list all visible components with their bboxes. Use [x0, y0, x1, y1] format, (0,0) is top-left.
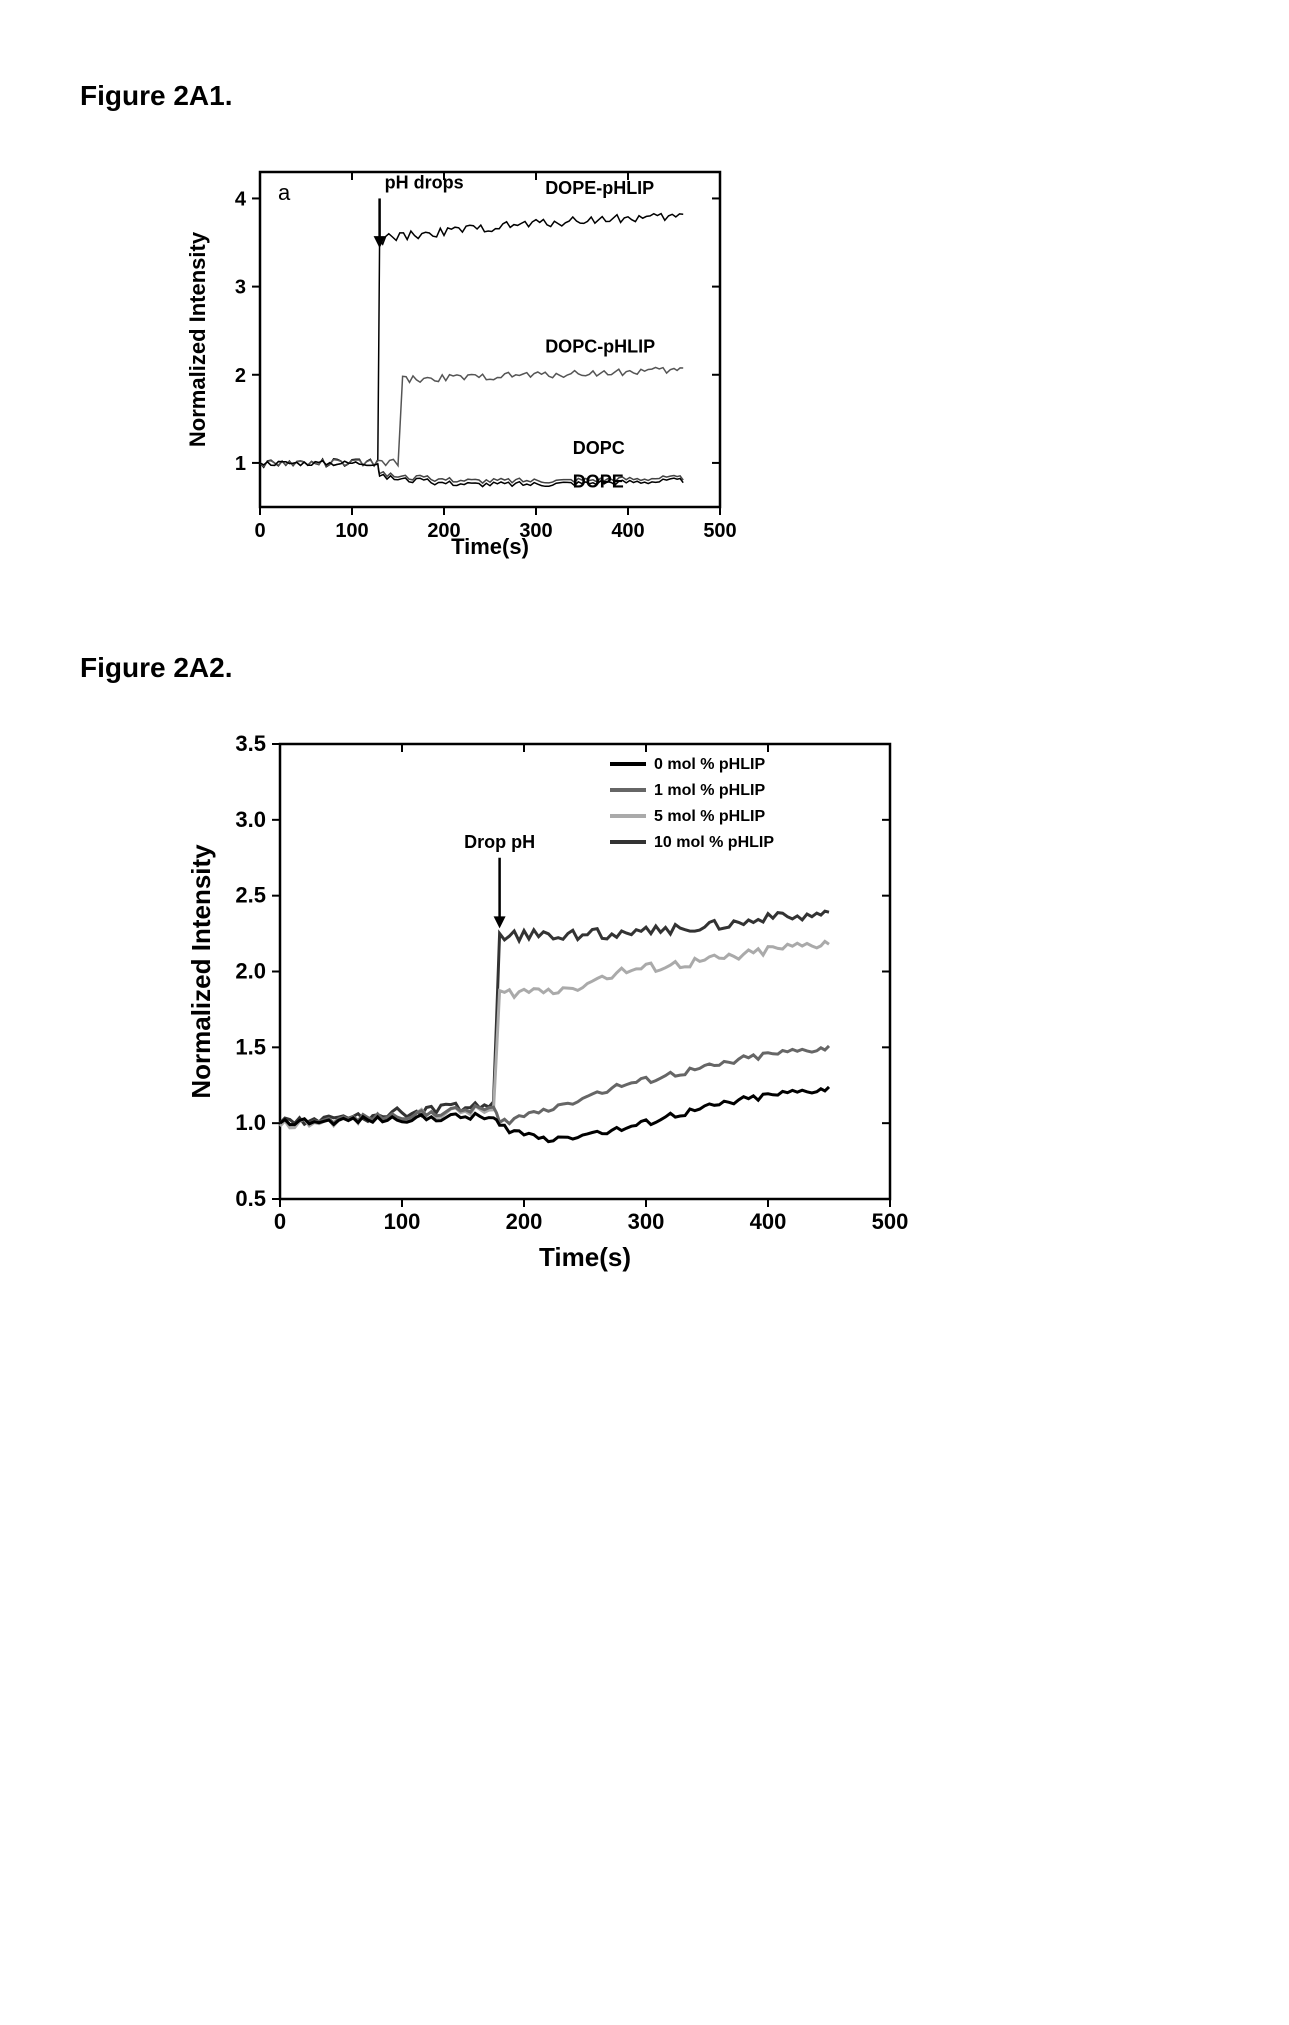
svg-text:1: 1	[235, 453, 246, 475]
figure2-svg: 0 100 200 300 400 500 0.5 1.0 1.5 2.0 2.5 3.0 3.5 Tim…	[180, 724, 920, 1284]
svg-text:100: 100	[335, 520, 368, 542]
figure2-chart: 0 100 200 300 400 500 0.5 1.0 1.5 2.0 2.5 3.0 3.5 Tim…	[180, 724, 1209, 1284]
svg-text:4: 4	[235, 188, 247, 210]
svg-text:1 mol % pHLIP: 1 mol % pHLIP	[654, 782, 765, 799]
svg-text:3.5: 3.5	[235, 731, 266, 756]
figure1-svg: 01002003004005001234Time(s)Normalized In…	[180, 152, 740, 572]
svg-text:1.0: 1.0	[235, 1110, 266, 1135]
svg-text:0: 0	[254, 520, 265, 542]
figure1-chart: 01002003004005001234Time(s)Normalized In…	[180, 152, 1209, 572]
svg-text:pH drops: pH drops	[385, 172, 464, 192]
svg-text:500: 500	[703, 520, 736, 542]
svg-text:DOPE-pHLIP: DOPE-pHLIP	[545, 178, 654, 198]
svg-text:400: 400	[611, 520, 644, 542]
figure1-title: Figure 2A1.	[80, 80, 1209, 112]
svg-text:Drop pH: Drop pH	[464, 832, 535, 852]
svg-text:0: 0	[274, 1209, 286, 1234]
svg-text:2.0: 2.0	[235, 959, 266, 984]
svg-text:5 mol % pHLIP: 5 mol % pHLIP	[654, 808, 765, 825]
svg-text:DOPC-pHLIP: DOPC-pHLIP	[545, 337, 655, 357]
svg-text:400: 400	[750, 1209, 787, 1234]
svg-text:Time(s): Time(s)	[539, 1242, 631, 1272]
svg-text:1.5: 1.5	[235, 1034, 266, 1059]
svg-text:Normalized Intensity: Normalized Intensity	[185, 231, 210, 447]
svg-text:200: 200	[506, 1209, 543, 1234]
svg-text:DOPE: DOPE	[573, 472, 624, 492]
svg-text:100: 100	[384, 1209, 421, 1234]
svg-text:a: a	[278, 180, 291, 205]
page: Figure 2A1. 0 100 200 300 400 500 1 2 3 4 Time(s) N…	[0, 0, 1289, 1424]
svg-text:300: 300	[628, 1209, 665, 1234]
svg-text:2.5: 2.5	[235, 883, 266, 908]
svg-text:3: 3	[235, 277, 246, 299]
svg-text:0.5: 0.5	[235, 1186, 266, 1211]
svg-text:10 mol % pHLIP: 10 mol % pHLIP	[654, 834, 774, 851]
svg-text:2: 2	[235, 365, 246, 387]
svg-text:Time(s): Time(s)	[451, 534, 529, 559]
figure2-title: Figure 2A2.	[80, 652, 1209, 684]
svg-text:Normalized Intensity: Normalized Intensity	[186, 844, 216, 1099]
svg-text:500: 500	[872, 1209, 909, 1234]
svg-text:3.0: 3.0	[235, 807, 266, 832]
svg-text:DOPC: DOPC	[573, 438, 625, 458]
svg-text:0 mol % pHLIP: 0 mol % pHLIP	[654, 756, 765, 773]
